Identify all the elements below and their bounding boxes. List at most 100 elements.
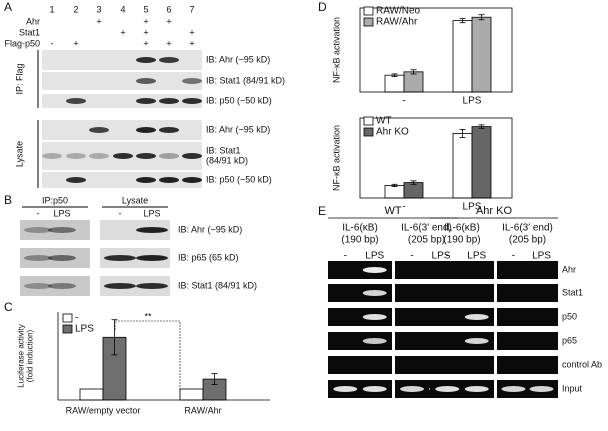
row-label: p50 [562,311,577,321]
band [501,386,526,392]
blot [497,308,558,326]
blot [430,332,494,350]
band [48,255,76,261]
assay-label: (205 bp) [408,235,445,246]
legend-swatch [62,313,73,323]
legend-label: - [75,313,78,324]
band [362,314,387,320]
band [136,98,156,104]
legend-label: RAW/Ahr [376,17,418,28]
column-label: Lysate [122,195,148,205]
blot-label: IB: Stat1 (84/91 kD) [178,280,257,290]
treatment-label: Flag-p50 [4,38,40,48]
band [182,98,202,104]
lane-number: 3 [96,4,101,14]
band [136,78,156,84]
band [136,57,156,63]
legend-label: WT [376,116,392,127]
lane-label: - [344,251,347,262]
band [66,153,86,159]
lane-number: 4 [120,4,125,14]
group-label: IP: Flag [14,63,24,94]
band [66,177,86,183]
lane-label: LPS [432,251,451,262]
band [464,314,489,320]
blot [42,94,202,108]
blot [42,172,202,188]
bar [403,71,424,93]
group-label: Ahr KO [476,205,513,217]
treatment-mark: + [189,27,194,37]
legend-swatch [363,6,374,16]
assay-label: (190 bp) [341,235,378,246]
blot [430,308,494,326]
lane-label: - [446,251,449,262]
band [136,127,156,133]
lane-number: 1 [49,4,54,14]
band [136,283,168,289]
lane-number: 6 [166,4,171,14]
band [362,267,387,273]
band [136,153,156,159]
lane-label: LPS [365,251,384,262]
band [159,57,179,63]
lane-label: LPS [532,251,551,262]
assay-label: (190 bp) [443,235,480,246]
lane-label: - [37,208,40,218]
band [89,153,109,159]
blot [328,284,392,302]
panel-label: C [4,300,13,314]
band [48,283,76,289]
column-label: IP:p50 [42,195,68,205]
blot [430,284,494,302]
plot-frame [359,117,513,199]
assay-label: IL-6(3′ end) [502,223,553,234]
treatment-mark: + [143,38,148,48]
panel-label: D [318,0,327,14]
assay-label: IL-6(3′ end) [401,223,452,234]
lane-label: LPS [467,251,486,262]
x-tick-label: RAW/empty vector [66,405,141,415]
blot [328,356,392,374]
legend-swatch [363,127,374,137]
row-label: Stat1 [562,287,583,297]
band [104,283,136,289]
band [362,338,387,344]
row-label: Input [562,383,583,393]
x-tick-label: - [402,202,405,213]
blot [497,284,558,302]
group-label: WT [384,205,401,217]
bar [452,20,473,93]
band [464,386,489,392]
bar [471,126,492,199]
blot [497,380,558,398]
blot [328,332,392,350]
assay-label: (205 bp) [509,235,546,246]
treatment-label: Stat1 [19,27,40,37]
band [400,386,425,392]
lane-label: - [410,251,413,262]
blot [20,276,90,296]
blot-label: IB: Ahr (~95 kD) [206,54,270,64]
band [24,227,52,233]
band [66,98,86,104]
lane-label: - [119,208,122,218]
band [362,386,387,392]
blot [497,332,558,350]
assay-label: IL-6(κB) [444,223,480,234]
treatment-mark: + [143,27,148,37]
band [464,338,489,344]
band [24,283,52,289]
treatment-mark: + [166,16,171,26]
treatment-mark: + [73,38,78,48]
bar [384,74,405,93]
blot [430,261,494,279]
blot-label: IB: Ahr (~95 kD) [178,224,242,234]
blot-label: (84/91 kD) [206,155,248,165]
band [113,153,133,159]
band [136,177,156,183]
blot [42,120,202,140]
panel-label: A [4,0,12,14]
blot [328,261,392,279]
lane-label: LPS [53,208,70,218]
